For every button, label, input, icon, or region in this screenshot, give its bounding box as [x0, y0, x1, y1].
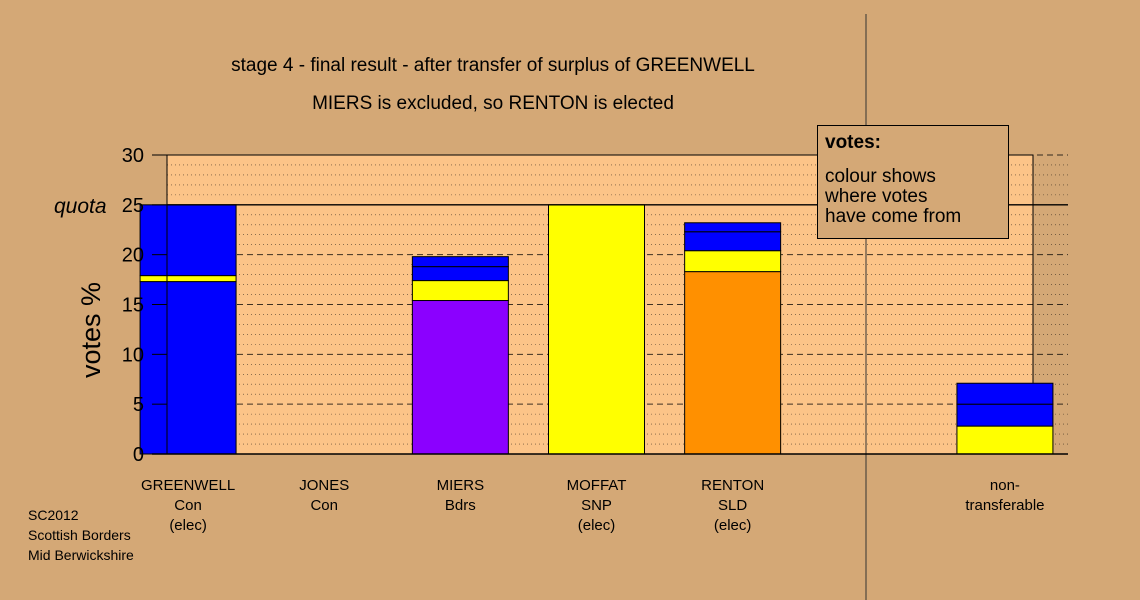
- footer-line: SC2012: [28, 507, 79, 523]
- bar-segment: [956, 382, 1054, 405]
- quota-label: quota: [54, 195, 107, 218]
- x-tick-label: Bdrs: [445, 497, 476, 514]
- x-tick-label: Con: [310, 497, 338, 514]
- chart-title: stage 4 - final result - after transfer …: [231, 55, 755, 76]
- y-axis-title: votes %: [76, 282, 106, 378]
- legend-title: votes:: [825, 132, 881, 153]
- x-tick-label: transferable: [965, 497, 1044, 514]
- bar-segment: [684, 222, 782, 233]
- x-tick-label: non-: [990, 477, 1020, 494]
- bar-segment: [139, 204, 237, 277]
- x-tick-label: (elec): [169, 517, 207, 534]
- bar-segment: [139, 281, 237, 455]
- y-tick-label: 15: [122, 295, 144, 317]
- bar-segment: [411, 256, 509, 268]
- bars: [139, 204, 1054, 455]
- bar-segment: [684, 271, 782, 455]
- legend-line: have come from: [825, 206, 962, 227]
- bar-segment: [411, 280, 509, 302]
- bar-segment: [139, 275, 237, 283]
- x-tick-label: SLD: [718, 497, 747, 514]
- bar-segment: [411, 300, 509, 455]
- bar-segment: [684, 250, 782, 273]
- x-tick-label: MIERS: [437, 477, 485, 494]
- legend-line: colour shows: [825, 166, 936, 187]
- x-tick-label: RENTON: [701, 477, 764, 494]
- x-tick-label: (elec): [578, 517, 616, 534]
- x-tick-label: (elec): [714, 517, 752, 534]
- y-tick-label: 10: [122, 344, 144, 366]
- footer-line: Mid Berwickshire: [28, 547, 134, 563]
- y-tick-label: 0: [133, 444, 144, 466]
- y-tick-label: 30: [122, 145, 144, 167]
- bar-segment: [956, 403, 1054, 427]
- x-tick-label: Con: [174, 497, 202, 514]
- y-tick-label: 25: [122, 195, 144, 217]
- y-tick-label: 20: [122, 245, 144, 267]
- x-tick-label: GREENWELL: [141, 477, 235, 494]
- y-tick-label: 5: [133, 394, 144, 416]
- legend-line: where votes: [825, 186, 928, 207]
- bar-segment: [548, 204, 645, 455]
- legend: votes: colour shows where votes have com…: [817, 125, 1009, 239]
- footer-line: Scottish Borders: [28, 527, 131, 543]
- bar-segment: [956, 425, 1054, 455]
- bar-segment: [684, 231, 782, 252]
- x-tick-label: JONES: [299, 477, 349, 494]
- x-tick-label: MOFFAT: [567, 477, 627, 494]
- chart-subtitle: MIERS is excluded, so RENTON is elected: [312, 93, 674, 114]
- y-axis: 0 5 10 15 20 25 30 quota: [54, 145, 1068, 466]
- x-axis-labels: GREENWELL Con (elec) JONES Con MIERS Bdrs MOFFA…: [141, 477, 1045, 534]
- x-tick-label: SNP: [581, 497, 612, 514]
- bar-segment: [411, 266, 509, 282]
